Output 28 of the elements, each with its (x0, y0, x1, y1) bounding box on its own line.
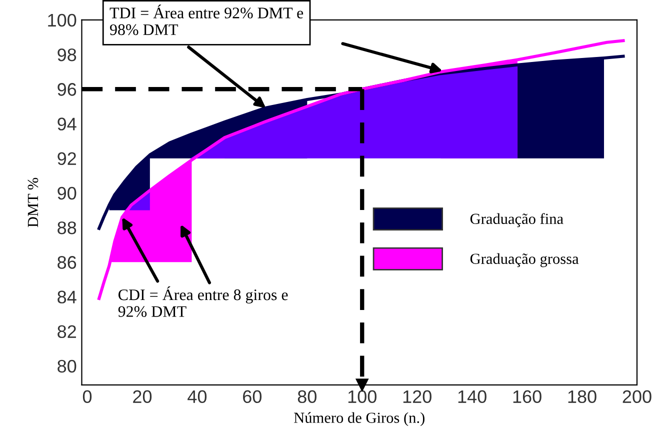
x-tick-label: 180 (568, 390, 596, 404)
x-tick-label: 0 (82, 390, 92, 404)
x-tick-label: 20 (133, 390, 152, 404)
annotation: CDI = Área entre 8 giros e 92% DMT (118, 286, 288, 317)
legend-label: Graduação grossa (470, 253, 579, 268)
y-tick-label: 94 (58, 118, 76, 130)
y-tick-label: 90 (58, 186, 76, 200)
y-tick-label: 80 (58, 360, 76, 373)
y-tick-label: 82 (58, 325, 76, 338)
x-tick-label: 200 (622, 390, 652, 404)
x-tick-label: 40 (188, 390, 207, 404)
y-tick-label: 96 (58, 83, 76, 96)
y-tick-label: 98 (58, 48, 76, 62)
x-tick-label: 160 (513, 390, 542, 404)
x-tick-label: 80 (298, 390, 316, 404)
y-axis-title: DMT % (28, 178, 38, 228)
x-axis-title: Número de Giros (n.) (294, 412, 424, 426)
x-tick-label: 120 (403, 390, 432, 404)
y-tick-label: 100 (48, 14, 76, 27)
annotation: TDI = Área entre 92% DMT e 98% DMT (110, 4, 304, 36)
y-tick-label: 92 (58, 152, 76, 166)
y-tick-label: 86 (58, 256, 76, 269)
legend-label: Graduação fina (470, 213, 564, 228)
x-tick-label: 60 (243, 390, 262, 404)
y-tick-label: 88 (58, 221, 76, 234)
x-tick-label: 140 (458, 390, 486, 404)
y-tick-label: 84 (58, 290, 76, 304)
x-tick-label: 100 (348, 390, 376, 404)
